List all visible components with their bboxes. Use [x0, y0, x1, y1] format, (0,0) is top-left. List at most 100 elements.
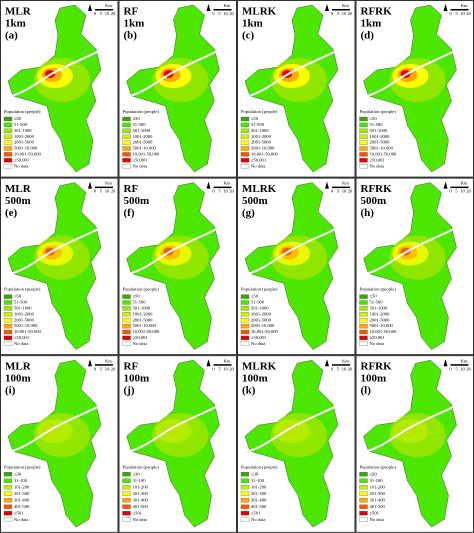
legend-swatch	[3, 491, 13, 496]
legend-swatch	[359, 485, 368, 490]
legend-label: No data	[251, 163, 265, 168]
legend-swatch	[3, 318, 13, 323]
legend-swatch	[122, 128, 131, 133]
scale-bar	[332, 364, 350, 366]
legend-title: Population (people)	[123, 109, 160, 114]
scale-label: 20	[111, 189, 116, 194]
scale-label: 5	[337, 189, 340, 194]
legend-label: ≥501	[370, 510, 380, 515]
scale-label: 5	[100, 11, 103, 16]
scale-bar	[450, 186, 469, 189]
legend-swatch	[240, 504, 250, 509]
legend-label: No data	[14, 341, 28, 346]
legend-label: ≥50,001	[370, 335, 386, 341]
legend-label: ≥50,001	[251, 335, 267, 341]
legend-swatch	[122, 306, 131, 311]
legend-swatch	[3, 504, 13, 509]
scale-label: 5	[218, 189, 221, 194]
legend-swatch	[359, 116, 368, 122]
legend-label: 5001-10,000	[370, 146, 394, 152]
legend-label: 301-400	[133, 497, 149, 502]
legend-label: 301-400	[251, 497, 267, 502]
legend-label: ≤30	[251, 471, 259, 476]
legend-label: ≤50	[14, 116, 22, 121]
legend-label: 5001-10,000	[370, 323, 394, 329]
legend-label: ≥501	[133, 510, 143, 515]
legend-swatch	[3, 146, 13, 151]
river	[248, 406, 335, 453]
legend-swatch	[3, 306, 13, 311]
scale-label: 20	[111, 366, 116, 371]
legend-label: No data	[370, 163, 384, 168]
legend-swatch	[122, 335, 131, 341]
scale-unit: Km	[224, 358, 231, 363]
scale-label: 20	[466, 189, 471, 194]
legend-swatch	[122, 158, 131, 163]
legend-swatch	[359, 511, 368, 516]
density-mid	[392, 419, 429, 444]
legend-swatch	[359, 146, 368, 151]
legend-label: 10,001-50,000	[14, 329, 41, 335]
legend-label: 5001-10,000	[14, 146, 38, 152]
legend-swatch	[3, 140, 13, 145]
legend-swatch	[359, 300, 368, 305]
density-mid	[274, 419, 310, 444]
scale-label: 0	[331, 366, 334, 371]
scale-label: 20	[348, 11, 353, 16]
legend-swatch	[240, 511, 250, 516]
legend-swatch	[359, 140, 368, 145]
legend-label: 5001-10,000	[14, 323, 38, 329]
legend-title: Population (people)	[360, 464, 397, 469]
legend-swatch	[240, 517, 250, 522]
scale-bar	[332, 186, 350, 189]
scale-label: 0	[331, 189, 334, 194]
panel-letter: (j)	[124, 385, 135, 397]
scale-label: 0	[449, 11, 452, 16]
river	[11, 51, 98, 97]
legend-swatch	[3, 116, 13, 122]
legend-swatch	[240, 498, 250, 503]
legend-label: 1001-2000	[14, 134, 35, 139]
method-label: RFRK	[361, 183, 393, 195]
scale-bar	[213, 9, 232, 11]
legend-label: 101-200	[14, 484, 30, 489]
legend-label: 31-100	[370, 478, 384, 483]
scale-label: 10	[342, 11, 347, 16]
panel-letter: (d)	[361, 30, 375, 42]
legend-swatch	[240, 146, 250, 151]
legend-swatch	[122, 116, 131, 122]
scale-bar	[450, 364, 469, 366]
scale-label: 10	[105, 366, 110, 371]
north-arrow	[88, 4, 92, 11]
legend-swatch	[240, 306, 250, 311]
resolution-label: 500m	[124, 195, 150, 207]
legend-swatch	[359, 122, 368, 128]
scale-bar	[95, 364, 113, 366]
legend-swatch	[359, 158, 368, 163]
scale-label: 20	[229, 11, 234, 16]
legend-label: 51-500	[14, 122, 28, 127]
legend-swatch	[3, 312, 13, 317]
north-arrow	[206, 181, 211, 189]
legend-label: 501-1000	[133, 128, 151, 133]
legend-swatch	[3, 300, 13, 305]
legend-label: ≤30	[133, 471, 141, 476]
legend-label: 501-1000	[14, 305, 32, 310]
legend-swatch	[122, 164, 131, 169]
legend-title: Population (people)	[241, 109, 278, 114]
river	[130, 51, 216, 97]
legend-label: 1001-2000	[251, 311, 272, 316]
legend-label: ≤50	[133, 116, 141, 121]
method-label: RF	[124, 6, 139, 18]
scale-label: 0	[449, 366, 452, 371]
legend-label: 31-100	[14, 478, 28, 483]
legend-swatch	[359, 335, 368, 341]
legend-swatch	[240, 158, 250, 163]
legend-label: 10,001-50,000	[133, 329, 160, 335]
legend-title: Population (people)	[4, 109, 41, 114]
legend-swatch	[122, 152, 131, 157]
legend-label: 51-500	[370, 300, 384, 305]
north-arrow	[443, 181, 448, 189]
legend-swatch	[3, 485, 13, 490]
